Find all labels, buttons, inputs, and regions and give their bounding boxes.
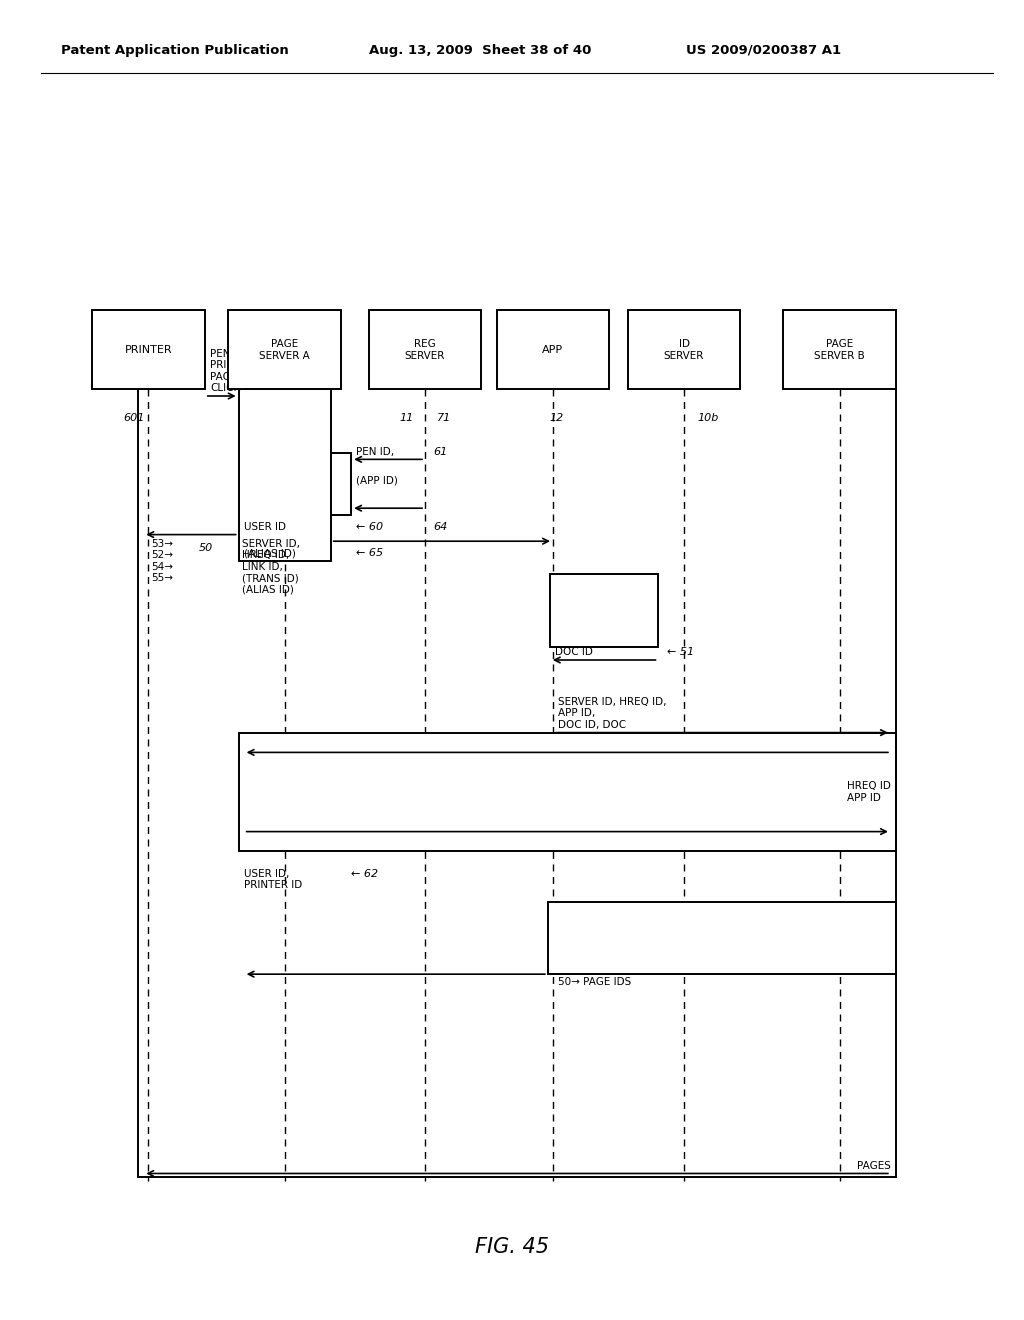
Text: (APP ID): (APP ID) <box>356 475 398 486</box>
Text: Aug. 13, 2009  Sheet 38 of 40: Aug. 13, 2009 Sheet 38 of 40 <box>369 44 591 57</box>
Text: REG
SERVER: REG SERVER <box>404 339 445 360</box>
Text: USER ID: USER ID <box>244 521 286 532</box>
Text: US 2009/0200387 A1: US 2009/0200387 A1 <box>686 44 841 57</box>
Text: (ALIAS ID): (ALIAS ID) <box>244 548 296 558</box>
Bar <box>239 733 896 851</box>
Text: 53→
52→
54→
55→: 53→ 52→ 54→ 55→ <box>152 539 173 583</box>
Text: PAGE
SERVER A: PAGE SERVER A <box>259 339 310 360</box>
Text: USER ID,
PRINTER ID: USER ID, PRINTER ID <box>244 869 302 890</box>
Text: ← 51: ← 51 <box>667 647 693 657</box>
Text: FIG. 45: FIG. 45 <box>475 1237 549 1258</box>
Text: 71: 71 <box>437 413 452 424</box>
Bar <box>331 453 351 515</box>
Text: ← 62: ← 62 <box>351 869 378 879</box>
Text: SERVER ID, HREQ ID,
APP ID,
DOC ID, DOC: SERVER ID, HREQ ID, APP ID, DOC ID, DOC <box>558 697 667 730</box>
Text: APP: APP <box>543 345 563 355</box>
Bar <box>783 310 896 389</box>
Text: 64: 64 <box>433 521 447 532</box>
Bar <box>369 310 481 389</box>
Text: 11: 11 <box>399 413 414 424</box>
Text: 601: 601 <box>123 413 144 424</box>
Text: "GET ID": "GET ID" <box>582 606 627 615</box>
Bar <box>228 310 341 389</box>
Text: PAGES: PAGES <box>857 1160 891 1171</box>
Bar <box>628 310 740 389</box>
Text: 10a: 10a <box>303 413 325 424</box>
Text: PRINTER: PRINTER <box>125 345 172 355</box>
Text: Patent Application Publication: Patent Application Publication <box>61 44 289 57</box>
Text: PAGE
SERVER B: PAGE SERVER B <box>814 339 865 360</box>
Text: ← 65: ← 65 <box>356 548 383 558</box>
Text: 50→ PAGE IDS: 50→ PAGE IDS <box>558 977 632 987</box>
Text: 10b: 10b <box>697 413 719 424</box>
Text: 50: 50 <box>199 543 213 553</box>
Bar <box>550 574 658 647</box>
Text: 12: 12 <box>550 413 564 424</box>
Text: HREQ ID
APP ID: HREQ ID APP ID <box>847 781 891 803</box>
Bar <box>548 902 896 974</box>
Text: 61: 61 <box>433 446 447 457</box>
Text: SERVER ID,
HREQ ID,
LINK ID,
(TRANS ID)
(ALIAS ID): SERVER ID, HREQ ID, LINK ID, (TRANS ID) … <box>242 539 300 595</box>
Bar <box>497 310 609 389</box>
Text: ID
SERVER: ID SERVER <box>664 339 705 360</box>
Text: DOC ID: DOC ID <box>555 647 593 657</box>
Bar <box>92 310 205 389</box>
Text: PEN ID,
PRINTER ID
PAGE ID,
CLICK: PEN ID, PRINTER ID PAGE ID, CLICK <box>210 348 268 393</box>
Bar <box>239 389 331 561</box>
Text: ← 60: ← 60 <box>356 521 383 532</box>
Text: PEN ID,: PEN ID, <box>356 446 394 457</box>
